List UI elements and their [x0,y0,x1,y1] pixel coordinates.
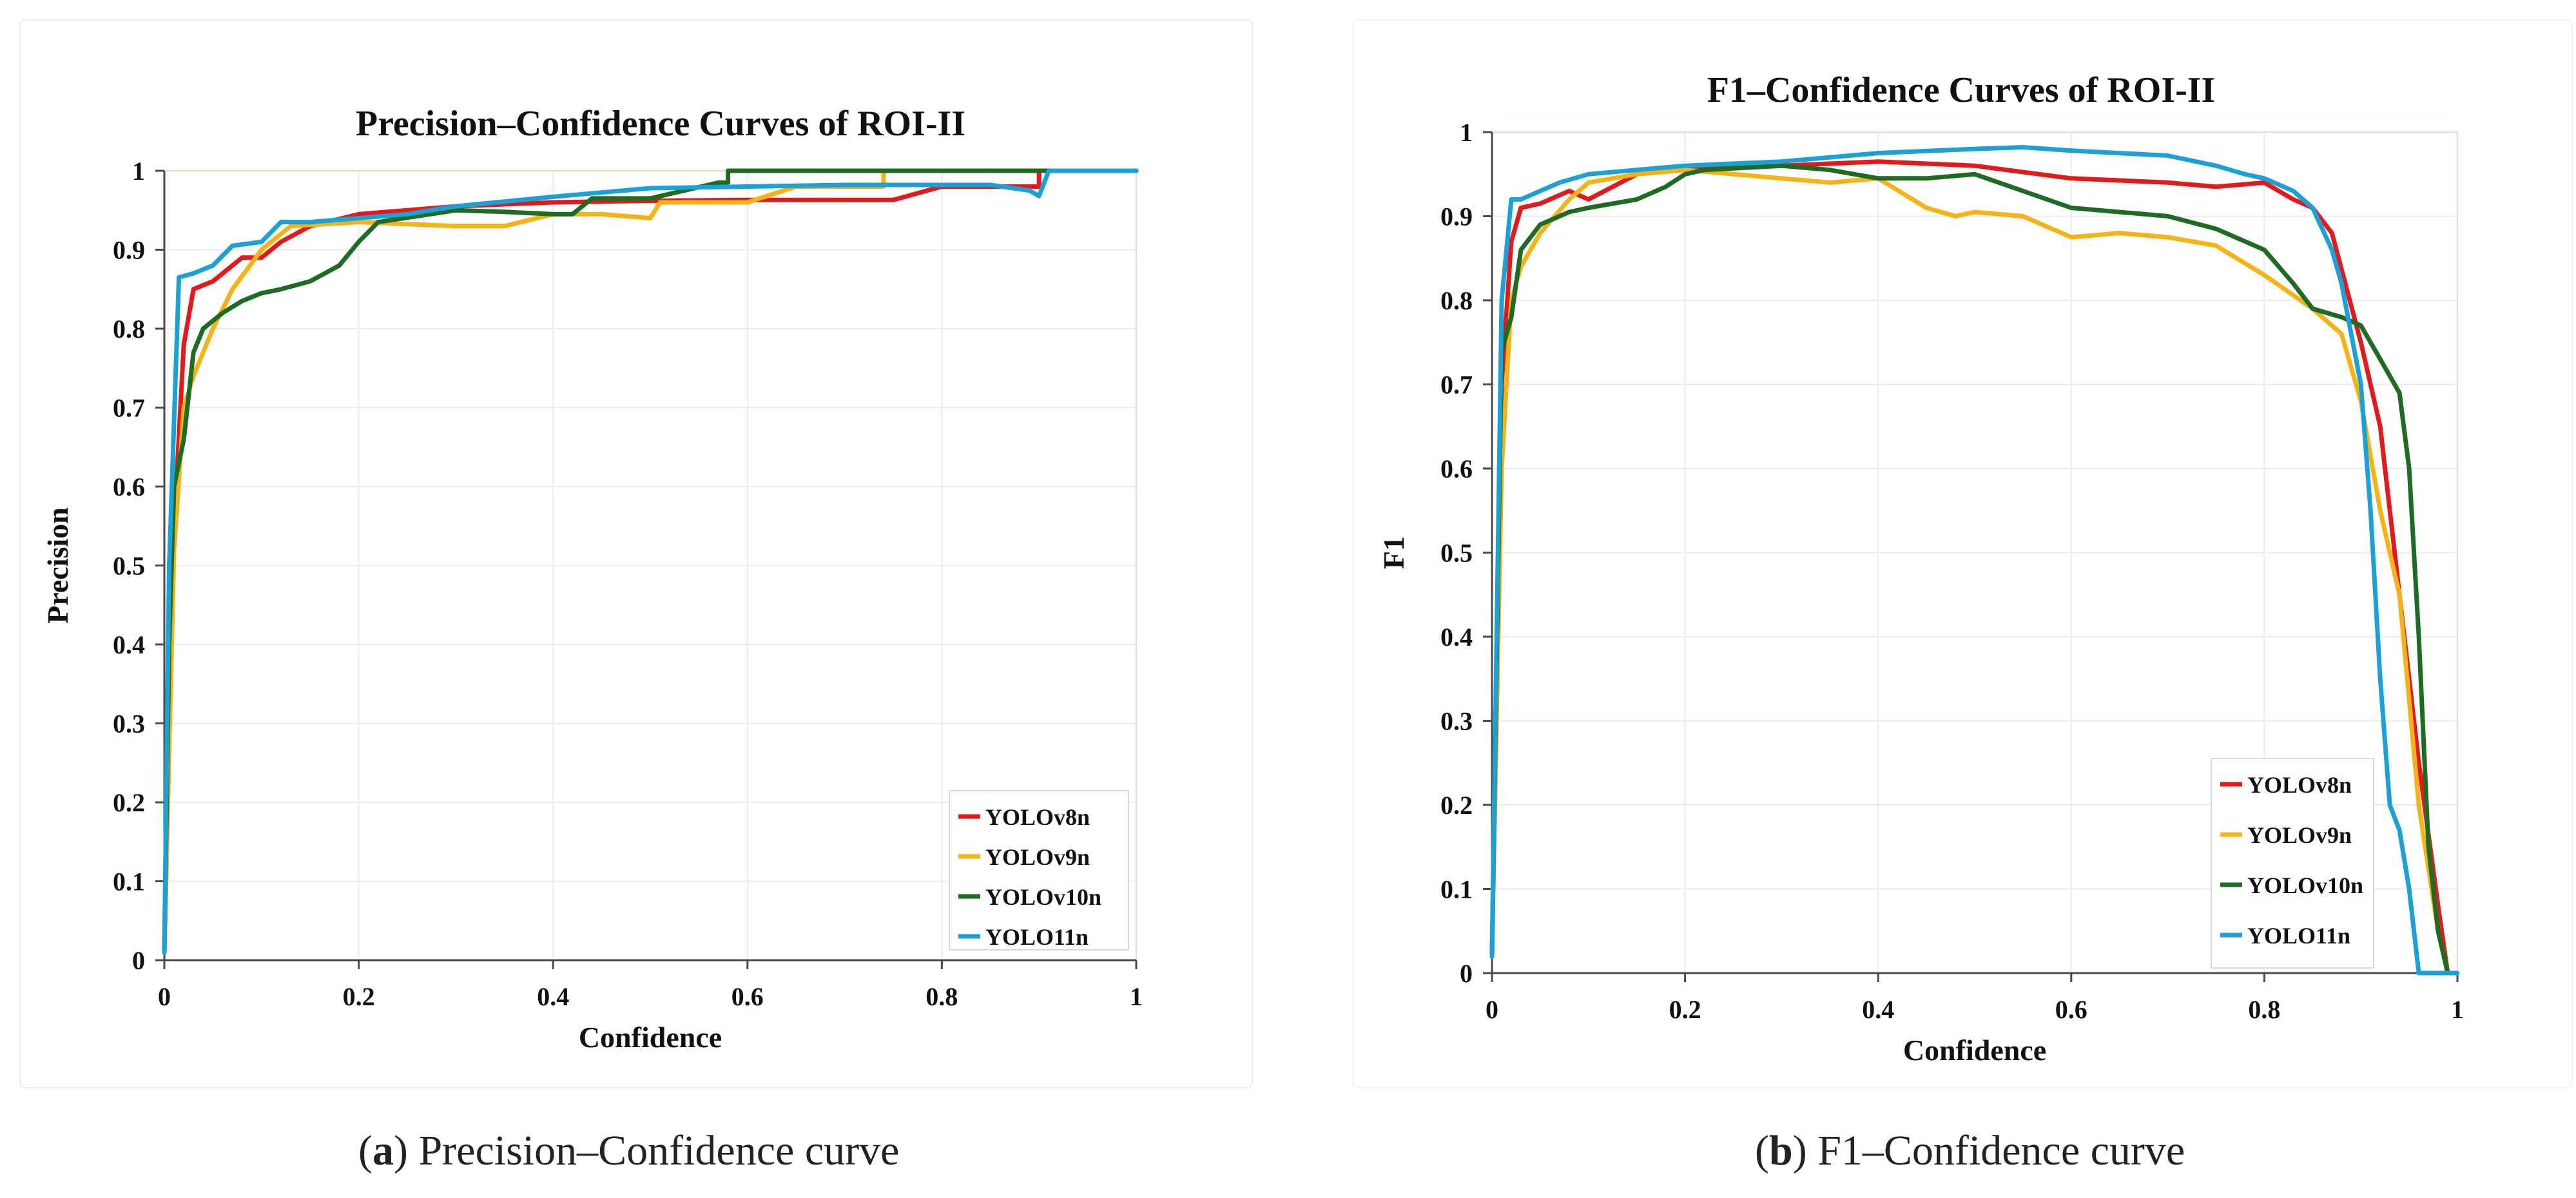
series-line-yolov9n [1489,168,2450,976]
x-tick-label: 0.6 [731,982,764,1011]
y-tick-label: 0.5 [113,552,145,581]
legend-label-yolov9n: YOLOv9n [985,844,1090,870]
caption-b: (b) F1–Confidence curve [1755,1127,2185,1174]
legend-label-yolo11n: YOLO11n [985,924,1089,950]
series-line-yolov8n [1489,159,2450,976]
legend-label-yolov9n: YOLOv9n [2247,822,2352,848]
y-tick-label: 0.9 [113,236,145,265]
y-tick-label: 0.1 [1440,875,1473,904]
caption-a-label: a [372,1127,394,1174]
caption-a: (a) Precision–Confidence curve [358,1127,900,1174]
legend-label-yolov10n: YOLOv10n [985,884,1101,910]
y-tick-label: 0.7 [1440,371,1473,400]
x-tick-label: 0.2 [343,982,375,1011]
x-tick-label: 0.4 [1862,995,1894,1024]
y-tick-label: 0.8 [1440,286,1473,315]
x-axis-label: Confidence [579,1021,722,1054]
caption-a-text: Precision–Confidence curve [418,1127,900,1174]
y-axis-label: F1 [1377,536,1410,569]
legend-label-yolo11n: YOLO11n [2247,923,2350,949]
x-tick-label: 0.4 [537,982,569,1011]
x-tick-label: 0.2 [1669,995,1701,1024]
panel-b: 0 0.2 0.4 0.6 0.8 1 0 0.1 0.2 0.3 0.4 0.5 0.6 0.7 0.8 0… [1288,0,2576,1198]
legend-label-yolov8n: YOLOv8n [2247,772,2352,798]
x-tick-label: 0.8 [2248,995,2280,1024]
y-tick-label: 0.6 [1440,454,1473,483]
y-tick-label: 1 [1460,118,1473,147]
y-tick-label: 0.6 [113,472,145,501]
y-axis-label: Precision [41,507,74,624]
legend-label-yolov10n: YOLOv10n [2247,873,2363,898]
y-tick-label: 0.2 [1440,791,1473,820]
caption-b-label: b [1768,1127,1793,1174]
y-tick-label: 0.3 [1440,707,1473,736]
y-tick-label: 0.8 [113,314,145,343]
legend-label-yolov8n: YOLOv8n [985,804,1090,830]
y-tick-label: 0.7 [113,394,145,423]
series-line-yolov10n [1489,163,2450,976]
x-tick-label: 1 [2451,995,2464,1024]
series-line-yolo11n [162,168,1139,955]
y-tick-label: 1 [132,157,145,186]
y-tick-label: 0 [132,946,145,975]
y-tick-label: 0.1 [113,867,145,896]
x-tick-label: 0.8 [925,982,958,1011]
y-tick-label: 0.5 [1440,539,1473,568]
chart-title: Precision–Confidence Curves of ROI-II [356,104,965,144]
y-tick-label: 0.4 [113,630,145,659]
panel-a: 0 0.2 0.4 0.6 0.8 1 0 0.1 0.2 0.3 0.4 0.5 0.6 0.7 0.8 0… [19,19,1253,1174]
y-tick-label: 0 [1460,959,1473,988]
series-line-yolo11n [1489,145,2460,976]
y-tick-label: 0.2 [113,788,145,817]
y-tick-label: 0.9 [1440,202,1473,231]
caption-b-text: F1–Confidence curve [1817,1127,2185,1174]
x-tick-label: 0.6 [2055,995,2087,1024]
f1-confidence-plot: 0 0.2 0.4 0.6 0.8 1 0 0.1 0.2 0.3 0.4 0.5 0.6 0.7 0.8 0… [1377,70,2464,1067]
precision-confidence-plot: 0 0.2 0.4 0.6 0.8 1 0 0.1 0.2 0.3 0.4 0.5 0.6 0.7 0.8 0… [41,104,1143,1054]
x-tick-label: 0 [158,982,171,1011]
x-axis-label: Confidence [1903,1034,2046,1067]
x-tick-label: 0 [1486,995,1498,1024]
y-tick-label: 0.4 [1440,623,1473,652]
y-tick-label: 0.3 [113,710,145,739]
x-tick-label: 1 [1130,982,1143,1011]
series-line-yolov10n [162,168,1139,955]
chart-title: F1–Confidence Curves of ROI-II [1707,70,2216,110]
